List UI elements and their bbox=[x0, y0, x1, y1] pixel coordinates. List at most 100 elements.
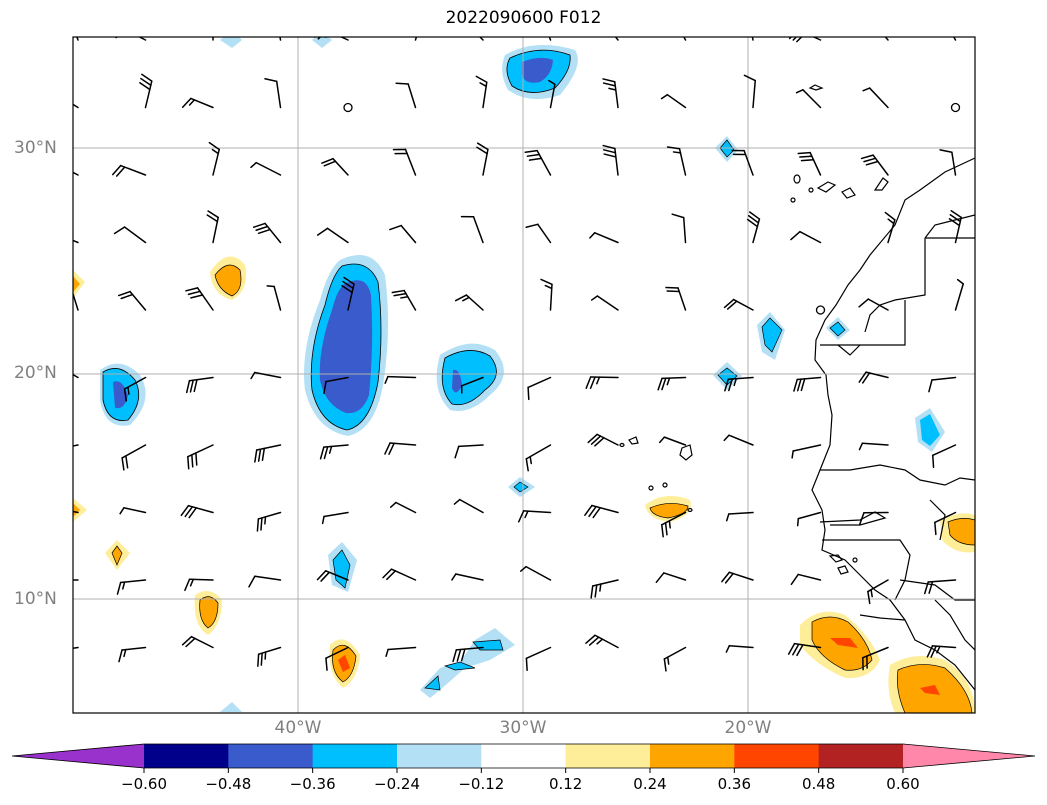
wind-barb bbox=[862, 87, 889, 109]
colorbar-segment bbox=[312, 744, 398, 768]
colorbar-extend-low bbox=[12, 744, 144, 768]
wind-barb bbox=[414, 37, 418, 41]
wind-barb bbox=[666, 146, 687, 176]
wind-barb bbox=[663, 646, 687, 672]
wind-barb bbox=[185, 287, 214, 311]
colorbar-tick-label: −0.48 bbox=[205, 775, 252, 793]
wind-barb bbox=[867, 579, 889, 605]
wind-barb bbox=[73, 373, 79, 379]
wind-barb bbox=[928, 376, 957, 393]
lon-label-30w: 30°W bbox=[499, 718, 547, 738]
wind-barb bbox=[932, 444, 957, 469]
wind-barb bbox=[321, 157, 349, 176]
wind-barb bbox=[948, 210, 962, 244]
wind-barb bbox=[384, 375, 417, 384]
wind-barb bbox=[657, 376, 687, 391]
wind-barb bbox=[723, 298, 754, 311]
wind-barb bbox=[382, 568, 417, 581]
wind-barb bbox=[389, 224, 417, 244]
wind-barb bbox=[460, 376, 484, 394]
wind-barb bbox=[264, 78, 282, 109]
wind-barb bbox=[187, 444, 214, 470]
wind-barb bbox=[119, 507, 147, 515]
calm-wind-marker bbox=[815, 305, 826, 315]
wind-barb bbox=[585, 376, 619, 389]
colorbar-tick-label: 0.48 bbox=[801, 775, 836, 793]
wind-barb bbox=[115, 37, 147, 41]
wind-barb bbox=[923, 579, 957, 595]
wind-barb bbox=[602, 144, 619, 176]
wind-barb bbox=[954, 278, 964, 311]
wind-barb bbox=[392, 148, 417, 176]
wind-barb bbox=[321, 511, 349, 525]
wind-barb bbox=[384, 442, 417, 455]
wind-barb bbox=[527, 376, 552, 401]
wind-barb bbox=[790, 230, 822, 244]
wind-barb bbox=[139, 73, 153, 109]
wind-barb bbox=[655, 572, 687, 584]
wind-barb bbox=[256, 511, 282, 532]
wind-barb bbox=[325, 646, 349, 671]
wind-barb bbox=[723, 434, 754, 446]
wind-barb bbox=[671, 213, 687, 244]
wind-barb bbox=[73, 646, 79, 650]
wind-barb bbox=[252, 222, 282, 244]
wind-barb bbox=[73, 291, 79, 311]
wind-barb bbox=[116, 579, 147, 595]
wind-barb bbox=[585, 634, 619, 649]
wind-barb bbox=[795, 89, 822, 109]
wind-barb bbox=[206, 210, 219, 244]
wind-barb bbox=[725, 511, 754, 522]
wind-barb bbox=[389, 501, 417, 514]
coastlines bbox=[619, 84, 975, 691]
wind-barb bbox=[181, 97, 214, 109]
wind-barb bbox=[181, 635, 214, 649]
wind-barb bbox=[121, 444, 147, 471]
wind-barb bbox=[452, 646, 484, 663]
wind-barb bbox=[584, 504, 619, 519]
wind-barb bbox=[113, 226, 147, 244]
wind-barb bbox=[724, 376, 754, 392]
wind-barb bbox=[451, 573, 484, 581]
wind-barb bbox=[391, 289, 417, 311]
wind-barb bbox=[185, 376, 214, 394]
wind-barb bbox=[862, 646, 889, 671]
wind-barb bbox=[475, 75, 488, 109]
wind-barb bbox=[316, 227, 349, 244]
wind-barb bbox=[660, 93, 687, 109]
colorbar-tick-label: −0.60 bbox=[121, 775, 167, 793]
colorbar-extend-high bbox=[903, 744, 1035, 768]
colorbar-segment bbox=[565, 744, 651, 768]
colorbar-tick-label: −0.12 bbox=[458, 775, 505, 793]
lon-label-40w: 40°W bbox=[274, 718, 322, 738]
wind-barb bbox=[858, 442, 889, 451]
colorbar-segment bbox=[397, 744, 482, 768]
wind-barb bbox=[184, 578, 214, 592]
wind-barb bbox=[525, 646, 552, 672]
wind-barb bbox=[665, 286, 687, 311]
colorbar-tick-label: 0.36 bbox=[717, 775, 752, 793]
wind-barbs bbox=[73, 37, 964, 672]
wind-barb bbox=[73, 239, 79, 244]
colorbar-segment bbox=[818, 744, 904, 768]
wind-barb bbox=[73, 171, 79, 176]
wind-barb bbox=[313, 37, 349, 41]
wind-barb bbox=[661, 511, 687, 538]
wind-barb bbox=[725, 645, 754, 653]
wind-barb bbox=[587, 433, 619, 447]
wind-barb bbox=[746, 211, 761, 244]
wind-barb bbox=[751, 37, 754, 41]
colorbar-tick-label: 0.12 bbox=[548, 775, 583, 793]
wind-barb bbox=[788, 37, 822, 43]
wind-barb bbox=[860, 154, 889, 176]
colorbar-tick-label: 0.60 bbox=[886, 775, 920, 793]
wind-barb bbox=[250, 371, 282, 380]
wind-barb bbox=[476, 142, 489, 176]
wind-barb bbox=[454, 444, 484, 459]
wind-barb bbox=[257, 646, 282, 667]
wind-barb bbox=[589, 232, 619, 244]
wind-barb bbox=[797, 151, 822, 176]
wind-barb bbox=[548, 79, 556, 109]
wind-barb bbox=[111, 164, 147, 177]
wind-barb bbox=[939, 149, 957, 176]
